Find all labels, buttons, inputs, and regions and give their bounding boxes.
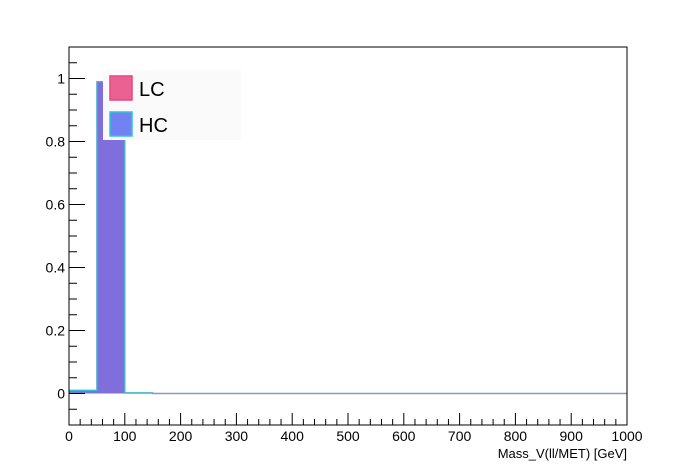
legend-label-hc: HC [139,115,168,137]
legend-swatch-lc [109,75,133,101]
legend-swatch-hc [109,111,133,137]
x-tick-label: 900 [560,428,584,444]
legend: LC HC [103,70,241,140]
y-tick-label: 0.6 [46,197,66,213]
outline-hc [69,81,627,395]
x-tick-label: 1000 [611,428,642,444]
x-tick-label: 600 [392,428,416,444]
y-tick-label: 0 [57,386,65,402]
x-tick-label: 500 [336,428,360,444]
y-tick-label: 0.4 [46,260,66,276]
x-tick-label: 200 [169,428,193,444]
bar-hc-0 [69,390,97,394]
y-tick-label: 1 [57,71,65,87]
x-tick-label: 100 [113,428,137,444]
labels-layer: 0 100 200 300 400 500 600 700 800 900 1000 0 0.2 0.4 0… [46,71,643,445]
legend-label-lc: LC [139,79,165,101]
x-tick-label: 700 [448,428,472,444]
x-tick-label: 800 [504,428,528,444]
y-tick-label: 0.8 [46,134,66,150]
y-tick-label: 0.2 [46,323,66,339]
x-tick-label: 0 [65,428,73,444]
axes-layer [68,46,628,426]
x-tick-label: 300 [225,428,249,444]
x-axis-title: Mass_V(ll/MET) [GeV] [498,446,627,461]
x-tick-label: 400 [281,428,305,444]
